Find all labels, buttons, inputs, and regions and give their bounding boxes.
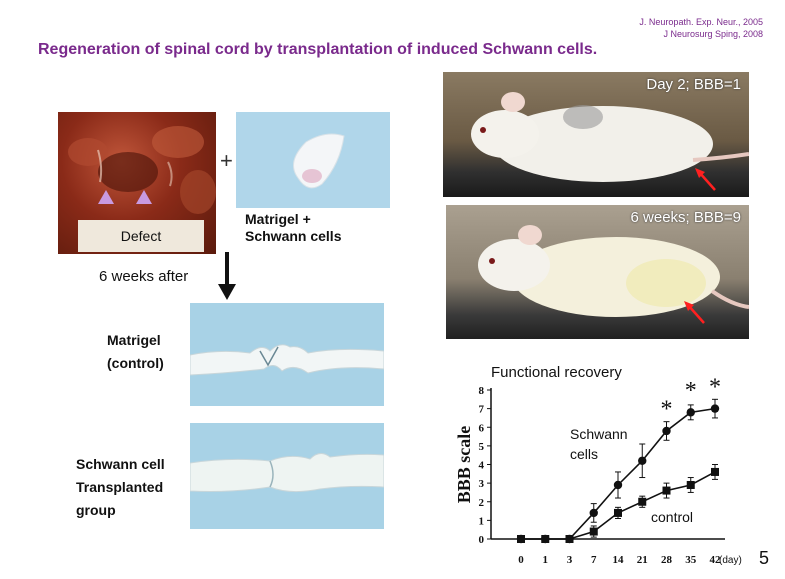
gel-plug-graphic — [293, 133, 345, 189]
data-point-control — [517, 535, 525, 543]
x-tick-label: 1 — [543, 554, 549, 566]
y-tick-label: 3 — [479, 478, 485, 490]
control-cord-graphic — [190, 344, 384, 376]
y-tick-label: 6 — [479, 422, 485, 434]
control-cord-photo — [190, 303, 384, 406]
series-label-control: control — [651, 509, 693, 525]
y-tick-label: 0 — [479, 534, 485, 546]
matrigel-label-1: Matrigel + — [245, 211, 311, 227]
x-axis-label: (day) — [719, 555, 742, 566]
data-point-control — [711, 467, 719, 476]
control-label-2: (control) — [107, 355, 164, 371]
data-point-control — [638, 497, 647, 506]
rat-6weeks-label: 6 weeks; BBB=9 — [630, 209, 741, 226]
schwann-group-label-2: Transplanted — [76, 479, 164, 495]
rat-6weeks-graphic — [478, 225, 749, 324]
significance-star: * — [685, 378, 697, 404]
reference-1: J. Neuropath. Exp. Neur., 2005 — [639, 17, 763, 27]
x-tick-label: 14 — [613, 554, 625, 566]
schwann-cord-photo — [190, 423, 384, 529]
defect-arrowhead-right — [136, 190, 152, 204]
data-point-schwann-cells — [589, 508, 598, 518]
series-label-schwann: cells — [570, 446, 598, 462]
bbb-chart: Functional recovery BBB scale (day) 0 1 2 3… — [454, 364, 742, 566]
data-point-schwann-cells — [638, 456, 647, 465]
data-point-schwann-cells — [710, 404, 720, 413]
rat-day2-label: Day 2; BBB=1 — [646, 76, 741, 93]
x-tick-label: 7 — [591, 554, 597, 566]
rat-6weeks-photo: 6 weeks; BBB=9 — [446, 205, 749, 339]
x-tick-label: 42 — [710, 554, 722, 566]
data-point-schwann-cells — [686, 408, 695, 417]
schwann-group-label-1: Schwann cell — [76, 456, 165, 472]
y-tick-label: 2 — [479, 497, 485, 509]
x-tick-label: 35 — [685, 554, 697, 566]
chart-title: Functional recovery — [491, 364, 622, 381]
data-point-control — [662, 486, 671, 495]
page-title: Regeneration of spinal cord by transplan… — [38, 41, 598, 58]
matrigel-photo — [236, 112, 390, 208]
data-point-schwann-cells — [613, 480, 623, 490]
significance-star: * — [709, 374, 721, 400]
six-weeks-after-label: 6 weeks after — [99, 268, 189, 285]
series-label-schwann: Schwann — [570, 426, 628, 442]
x-tick-label: 21 — [637, 554, 648, 566]
rat-day2-photo: Day 2; BBB=1 — [443, 72, 749, 197]
data-point-control — [614, 508, 622, 517]
defect-photo: Defect — [58, 112, 216, 254]
x-tick-label: 28 — [661, 554, 673, 566]
y-tick-label: 8 — [479, 385, 485, 397]
defect-arrowhead-left — [98, 190, 114, 204]
y-tick-label: 5 — [479, 441, 485, 453]
defect-tissue-graphic — [68, 126, 216, 214]
data-point-schwann-cells — [662, 426, 671, 436]
schwann-cord-graphic — [190, 453, 384, 493]
down-arrow-icon — [218, 252, 236, 300]
matrigel-label-2: Schwann cells — [245, 228, 342, 244]
defect-label: Defect — [78, 220, 204, 252]
x-tick-label: 0 — [518, 554, 524, 566]
y-tick-label: 1 — [479, 515, 485, 527]
data-point-control — [565, 535, 574, 543]
y-tick-label: 4 — [479, 460, 485, 472]
schwann-group-label-3: group — [76, 502, 116, 518]
y-axis-label: BBB scale — [454, 426, 474, 504]
plus-sign: + — [220, 148, 233, 173]
data-point-control — [541, 535, 550, 543]
significance-star: * — [661, 397, 673, 423]
rat-day2-graphic — [471, 92, 749, 191]
page-number: 5 — [758, 548, 769, 568]
data-point-control — [589, 527, 598, 536]
data-point-control — [686, 480, 695, 489]
y-tick-label: 7 — [479, 404, 485, 416]
reference-2: J Neurosurg Sping, 2008 — [663, 29, 763, 39]
x-tick-label: 3 — [567, 554, 573, 566]
control-label-1: Matrigel — [107, 332, 161, 348]
